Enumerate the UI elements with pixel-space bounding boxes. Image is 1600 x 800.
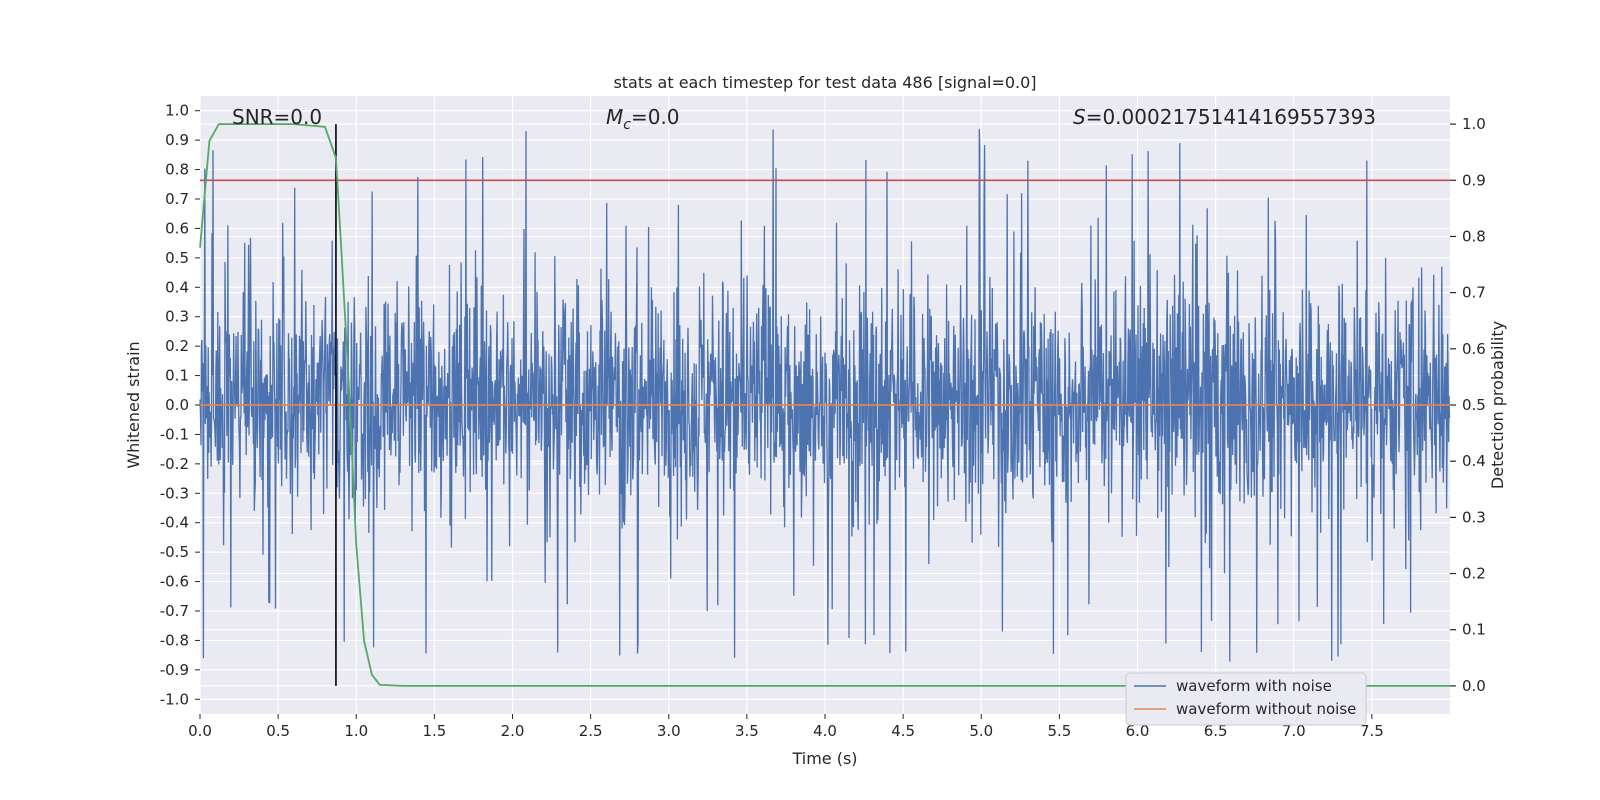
- x-tick-label: 6.5: [1204, 722, 1228, 740]
- x-tick-label: 1.5: [422, 722, 446, 740]
- x-tick-label: 0.5: [266, 722, 290, 740]
- x-tick-label: 2.5: [579, 722, 603, 740]
- y-tick-label: 0.0: [165, 396, 189, 414]
- x-tick-label: 2.0: [501, 722, 525, 740]
- x-tick-label: 7.5: [1360, 722, 1384, 740]
- x-tick-label: 1.0: [344, 722, 368, 740]
- y-tick-label: -0.6: [160, 573, 189, 591]
- x-axis-label: Time (s): [791, 749, 857, 768]
- x-tick-label: 4.5: [891, 722, 915, 740]
- y2-tick-label: 1.0: [1462, 115, 1486, 133]
- legend-box: [1125, 672, 1367, 726]
- y-tick-label: -0.9: [160, 661, 189, 679]
- s-annotation: S=0.00021751414169557393: [1073, 105, 1376, 129]
- y-tick-label: 0.3: [165, 308, 189, 326]
- x-tick-label: 3.0: [657, 722, 681, 740]
- y-tick-label: 0.6: [165, 219, 189, 237]
- y2-tick-label: 0.7: [1462, 284, 1486, 302]
- x-tick-label: 4.0: [813, 722, 837, 740]
- x-tick-label: 0.0: [188, 722, 212, 740]
- snr-annotation: SNR=0.0: [232, 105, 322, 129]
- y2-tick-label: 0.8: [1462, 227, 1486, 245]
- overlay-lines: [199, 123, 1450, 687]
- series-waveform-with-noise: [199, 129, 1451, 662]
- y-tick-label: -0.2: [160, 455, 189, 473]
- y2-tick-label: 0.0: [1462, 677, 1486, 695]
- y-tick-label: 0.5: [165, 249, 189, 267]
- y-tick-label: -0.8: [160, 631, 189, 649]
- y2-axis-ticks: 1.0 0.9 0.8 0.7 0.6 0.5 0.4 0.3 0.2 0.1 0.0: [1450, 115, 1486, 695]
- y-axis-ticks: 1.0 0.9 0.8 0.7 0.6 0.5 0.4 0.3 0.2 0.1 0.0 -0.1 -0.…: [160, 102, 200, 708]
- y-tick-label: -0.5: [160, 543, 189, 561]
- y-tick-label: 0.2: [165, 337, 189, 355]
- x-tick-label: 5.5: [1047, 722, 1071, 740]
- y2-tick-label: 0.3: [1462, 508, 1486, 526]
- x-axis-ticks: 0.0 0.5 1.0 1.5 2.0 2.5 3.0 3.5 4.0 4.5 5.0 5.5 6.0 6…: [188, 714, 1384, 740]
- y-tick-label: 0.8: [165, 161, 189, 179]
- y2-axis-label: Detection probability: [1488, 321, 1507, 489]
- x-tick-label: 5.0: [969, 722, 993, 740]
- x-tick-label: 6.0: [1126, 722, 1150, 740]
- y2-tick-label: 0.9: [1462, 171, 1486, 189]
- legend: waveform with noise waveform without noi…: [1125, 672, 1367, 726]
- y-tick-label: 0.7: [165, 190, 189, 208]
- y2-tick-label: 0.5: [1462, 396, 1486, 414]
- x-tick-label: 7.0: [1282, 722, 1306, 740]
- y-tick-label: 0.4: [165, 278, 189, 296]
- chart-title: stats at each timestep for test data 486…: [613, 73, 1036, 92]
- y2-tick-label: 0.6: [1462, 340, 1486, 358]
- y-tick-label: 0.9: [165, 131, 189, 149]
- y2-tick-label: 0.1: [1462, 621, 1486, 639]
- y-tick-label: -0.4: [160, 514, 189, 532]
- noise-line: [199, 129, 1451, 662]
- y-tick-label: -0.3: [160, 484, 189, 502]
- legend-label-noise: waveform with noise: [1176, 677, 1332, 695]
- y-tick-label: -1.0: [160, 690, 189, 708]
- legend-label-clean: waveform without noise: [1176, 700, 1356, 718]
- y-tick-label: 1.0: [165, 102, 189, 120]
- chirp-mass-annotation: Mc=0.0: [606, 105, 680, 133]
- y-axis-label: Whitened strain: [124, 341, 143, 468]
- y-tick-label: -0.7: [160, 602, 189, 620]
- x-tick-label: 3.5: [735, 722, 759, 740]
- detection-probability-line: [199, 123, 1450, 687]
- y-tick-label: -0.1: [160, 425, 189, 443]
- y2-tick-label: 0.2: [1462, 565, 1486, 583]
- y-tick-label: 0.1: [165, 367, 189, 385]
- y2-tick-label: 0.4: [1462, 452, 1486, 470]
